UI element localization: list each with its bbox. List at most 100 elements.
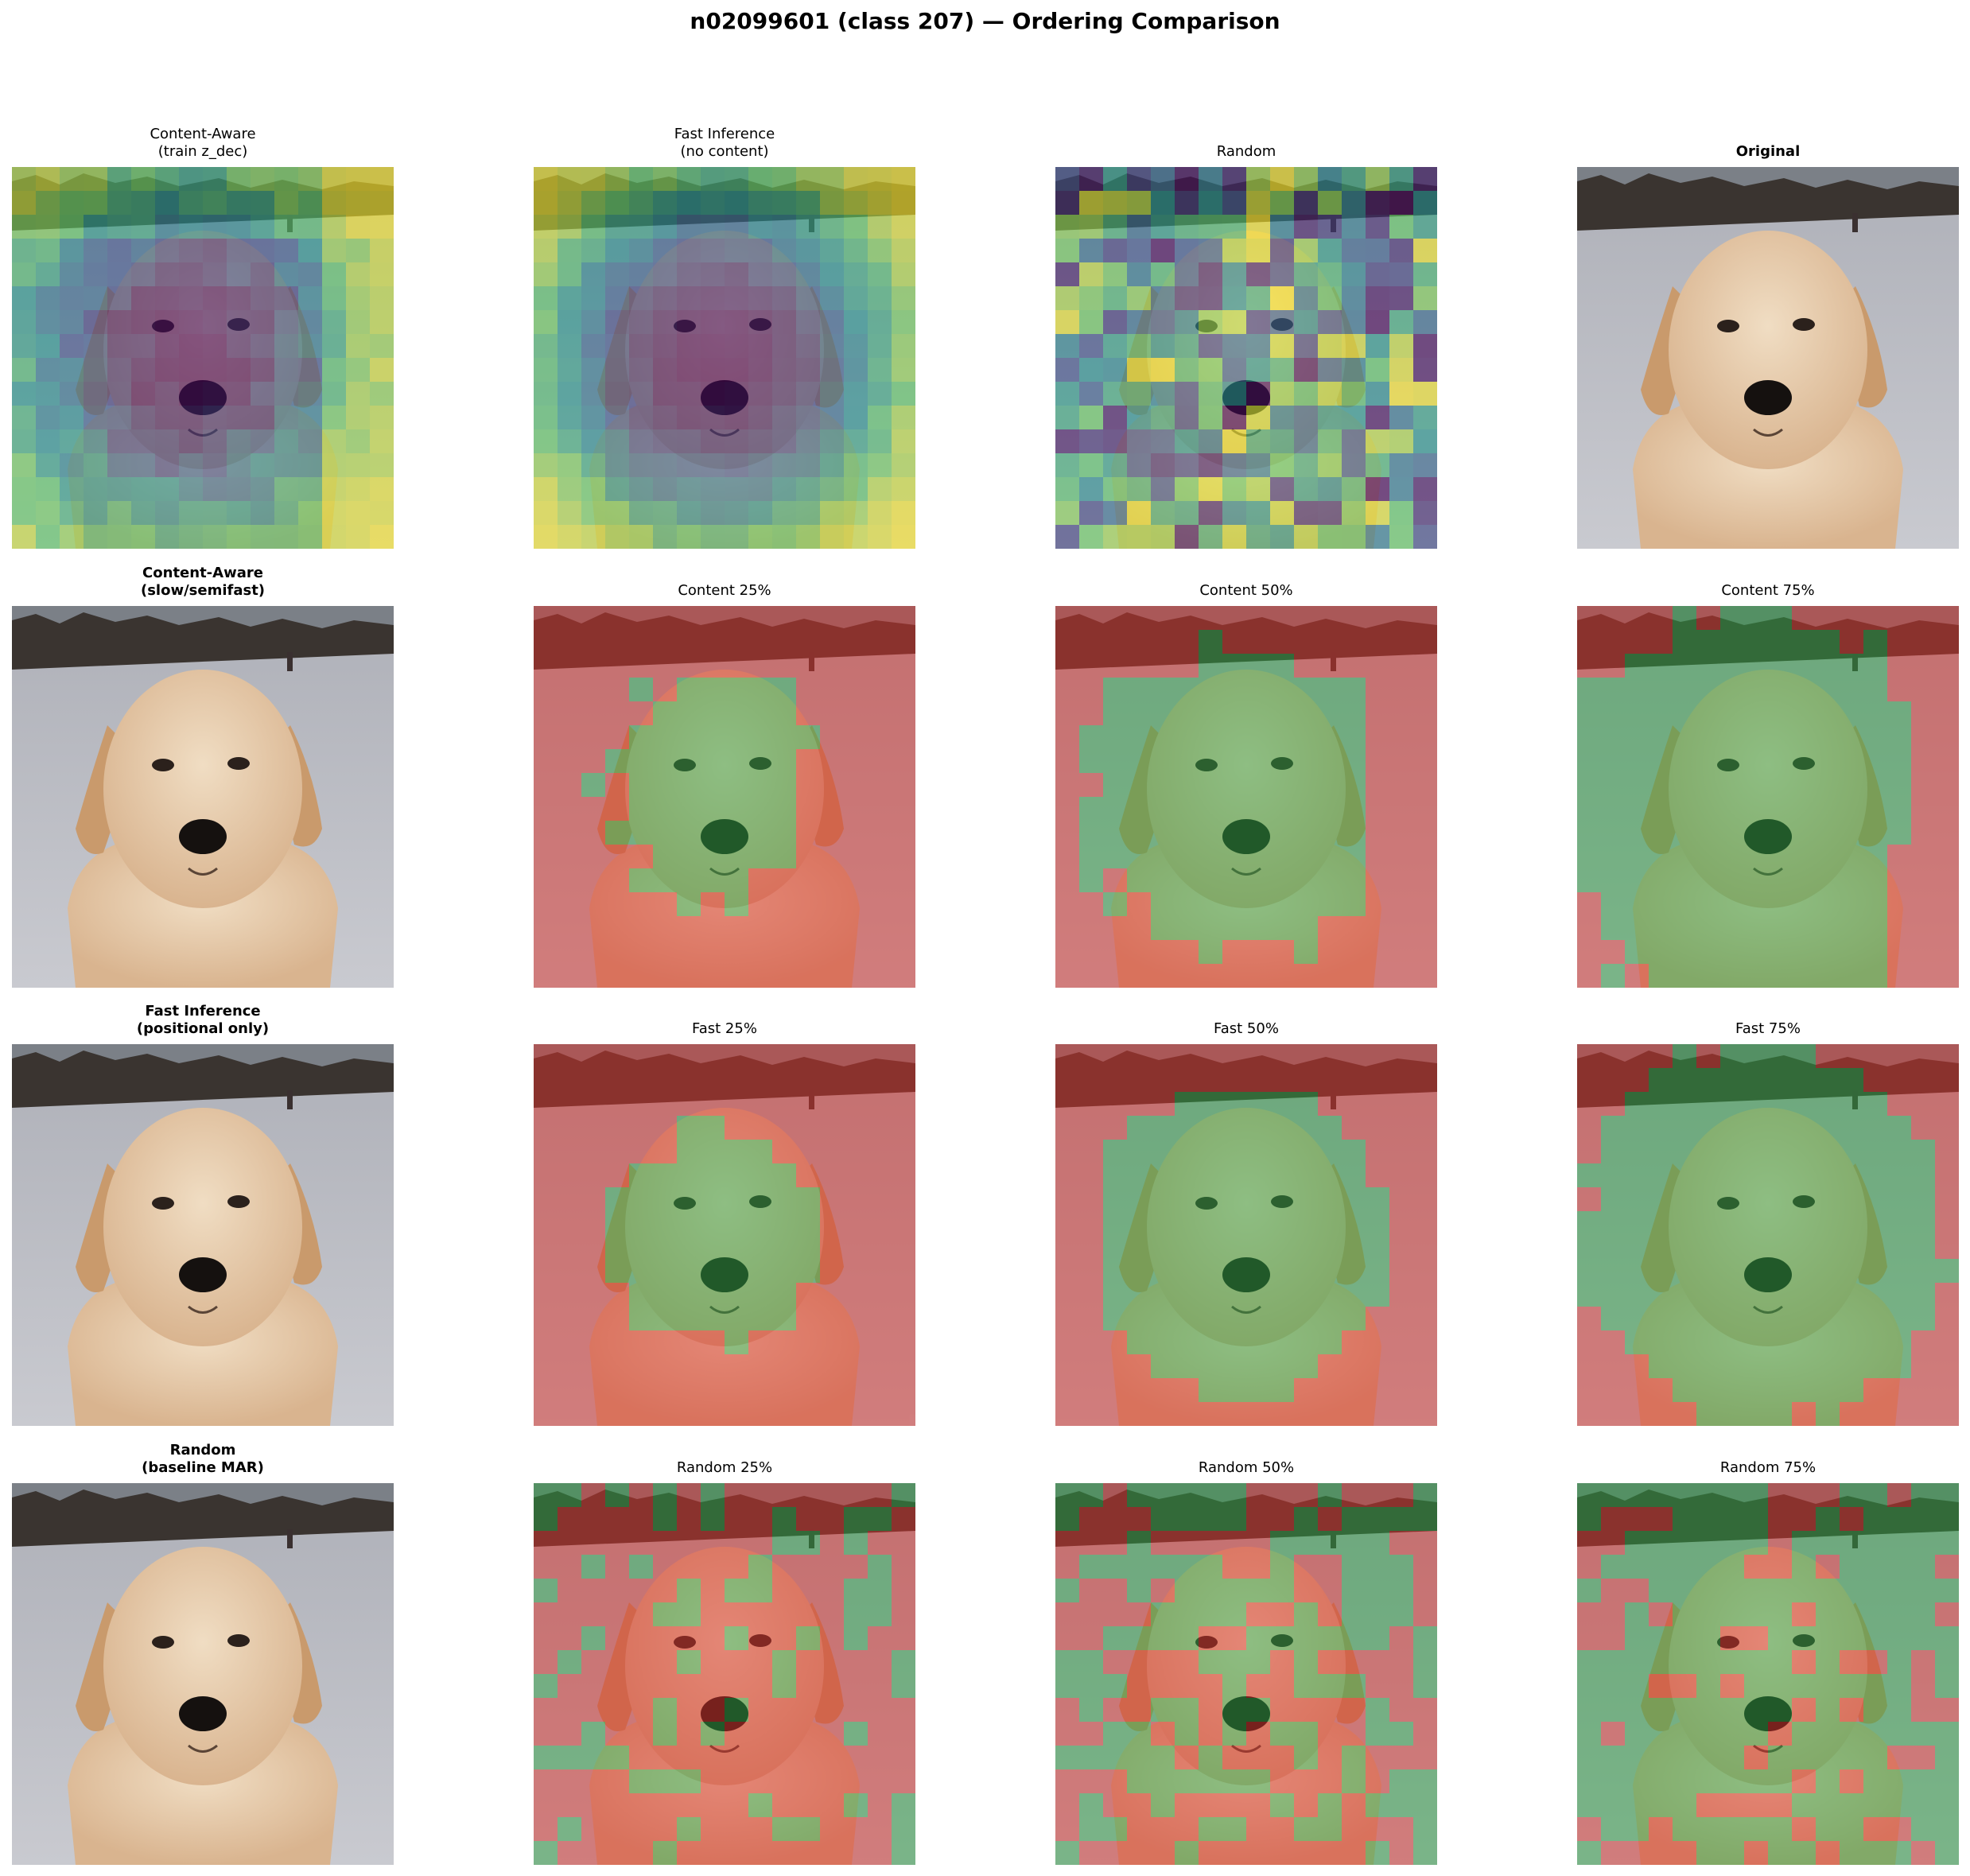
masked-cell	[820, 1116, 845, 1140]
masked-cell	[677, 1483, 701, 1508]
masked-cell	[1413, 678, 1437, 702]
masked-cell	[1127, 630, 1152, 654]
panel-svg	[1577, 606, 1959, 988]
revealed-cell	[892, 1841, 915, 1865]
revealed-cell	[1887, 1283, 1912, 1307]
revealed-cell	[1127, 749, 1152, 774]
revealed-cell	[1840, 678, 1864, 702]
heatmap-cell	[1103, 191, 1128, 216]
panel-svg	[12, 1044, 394, 1426]
masked-cell	[1366, 1650, 1390, 1675]
revealed-cell	[653, 773, 678, 798]
masked-cell	[844, 1330, 868, 1355]
heatmap-cell	[772, 501, 797, 526]
heatmap-cell	[1270, 334, 1295, 359]
heatmap-cell	[677, 239, 701, 263]
revealed-cell	[1175, 1092, 1199, 1117]
revealed-cell	[1270, 749, 1295, 774]
masked-cell	[1342, 1354, 1366, 1379]
revealed-cell	[1222, 868, 1247, 893]
heatmap-cell	[155, 501, 180, 526]
masked-cell	[1911, 678, 1936, 702]
masked-cell	[1055, 630, 1080, 654]
heatmap-cell	[892, 406, 915, 430]
revealed-cell	[1887, 701, 1912, 726]
heatmap-cell	[725, 310, 749, 335]
heatmap-cell	[251, 477, 275, 502]
heatmap-cell	[155, 382, 180, 406]
revealed-cell	[1720, 630, 1745, 654]
masked-cell	[820, 1507, 845, 1532]
revealed-cell	[1887, 1163, 1912, 1188]
masked-cell	[1911, 1330, 1936, 1355]
revealed-cell	[1887, 1769, 1912, 1794]
masked-cell	[534, 678, 558, 702]
masked-cell	[796, 1068, 821, 1093]
heatmap-cell	[298, 286, 323, 311]
masked-cell	[1366, 1483, 1390, 1508]
masked-cell	[1079, 1140, 1104, 1164]
heatmap-cell	[534, 286, 558, 311]
masked-cell	[605, 1841, 630, 1865]
revealed-cell	[1318, 1531, 1342, 1556]
revealed-cell	[1840, 868, 1864, 893]
heatmap-cell	[1413, 167, 1437, 192]
masked-cell	[1270, 1650, 1295, 1675]
revealed-cell	[1103, 1283, 1128, 1307]
masked-cell	[1055, 821, 1080, 845]
heatmap-cell	[1055, 477, 1080, 502]
masked-cell	[1577, 1555, 1602, 1579]
masked-cell	[1911, 749, 1936, 774]
heatmap-cell	[322, 453, 347, 478]
revealed-cell	[1696, 1650, 1721, 1675]
masked-cell	[868, 1187, 892, 1212]
heatmap-cell	[605, 286, 630, 311]
masked-cell	[1366, 1163, 1390, 1188]
masked-cell	[1055, 678, 1080, 702]
revealed-cell	[1389, 1769, 1414, 1794]
panel-svg	[12, 1483, 394, 1865]
revealed-cell	[1175, 1187, 1199, 1212]
distant-person	[1852, 213, 1858, 232]
revealed-cell	[1863, 1187, 1888, 1212]
revealed-cell	[1199, 821, 1223, 845]
masked-cell	[1601, 1354, 1626, 1379]
revealed-cell	[1342, 701, 1366, 726]
masked-cell	[1103, 1579, 1128, 1603]
revealed-cell	[1151, 1163, 1175, 1188]
masked-cell	[748, 1378, 773, 1403]
masked-cell	[1127, 1817, 1152, 1842]
revealed-cell	[1127, 1483, 1152, 1508]
masked-cell	[844, 1841, 868, 1865]
revealed-cell	[1577, 725, 1602, 750]
revealed-cell	[1720, 845, 1745, 869]
revealed-cell	[1246, 797, 1271, 821]
masked-cell	[892, 1722, 915, 1746]
revealed-cell	[1342, 821, 1366, 845]
masked-cell	[1055, 1354, 1080, 1379]
masked-cell	[1246, 1402, 1271, 1426]
masked-cell	[1222, 1555, 1247, 1579]
masked-cell	[844, 892, 868, 917]
masked-cell	[605, 1674, 630, 1699]
reveal-mask	[1577, 1483, 1959, 1865]
masked-cell	[1079, 1769, 1104, 1794]
masked-cell	[1318, 1698, 1342, 1723]
masked-cell	[1055, 1211, 1080, 1236]
heatmap-cell	[1079, 525, 1104, 549]
heatmap-cell	[677, 406, 701, 430]
masked-cell	[1342, 1817, 1366, 1842]
masked-cell	[1294, 654, 1319, 678]
revealed-cell	[1792, 1092, 1817, 1117]
masked-cell	[1792, 1817, 1817, 1842]
revealed-cell	[1577, 1235, 1602, 1260]
heatmap-cell	[370, 429, 394, 454]
masked-cell	[1103, 1507, 1128, 1532]
heatmap-cell	[1103, 239, 1128, 263]
masked-cell	[1935, 940, 1959, 965]
dog-nose	[179, 1696, 227, 1731]
revealed-cell	[1863, 1555, 1888, 1579]
heatmap-cell	[84, 167, 108, 192]
revealed-cell	[1625, 701, 1649, 726]
heatmap-cell	[107, 334, 132, 359]
